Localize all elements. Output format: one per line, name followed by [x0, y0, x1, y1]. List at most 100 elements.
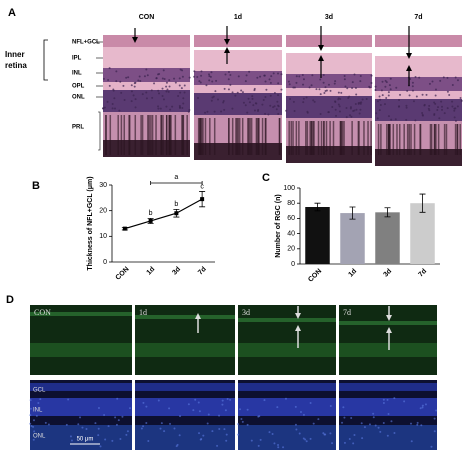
nucleus — [414, 76, 417, 79]
nucleus — [179, 91, 182, 94]
cell — [35, 414, 38, 417]
photoreceptor — [434, 124, 436, 155]
nucleus — [222, 101, 225, 104]
nucleus — [436, 109, 439, 112]
photoreceptor — [341, 121, 344, 155]
nucleus — [353, 73, 356, 76]
cell — [246, 408, 249, 411]
cell — [299, 411, 302, 414]
y-tick-label: 10 — [99, 233, 107, 240]
nucleus — [248, 101, 251, 104]
nucleus — [122, 84, 125, 87]
dapi-band — [30, 425, 132, 450]
cell — [117, 419, 120, 422]
photoreceptor — [168, 115, 170, 155]
photoreceptor — [389, 124, 391, 155]
bracket-label: a — [174, 174, 178, 181]
nucleus — [378, 109, 381, 112]
cell — [173, 427, 176, 430]
nucleus — [454, 76, 457, 79]
tissue-layer — [286, 74, 372, 88]
panel-label: D — [6, 294, 14, 306]
fluor-band — [30, 312, 132, 316]
cell — [126, 430, 129, 433]
nucleus — [130, 90, 133, 93]
prl-brace — [98, 111, 101, 151]
photoreceptor — [256, 118, 259, 155]
nucleus — [229, 74, 232, 77]
column-label: 3d — [325, 14, 333, 21]
nucleus — [251, 95, 254, 98]
dapi-band — [30, 398, 132, 416]
nucleus — [411, 85, 414, 88]
photoreceptor — [182, 115, 184, 155]
photoreceptor — [435, 124, 437, 155]
nucleus — [168, 85, 171, 88]
cell — [348, 438, 351, 441]
photoreceptor — [198, 118, 201, 155]
photoreceptor — [140, 115, 142, 155]
panel-label: C — [262, 172, 270, 184]
cell — [81, 426, 84, 429]
cell — [329, 432, 332, 435]
nucleus — [340, 91, 343, 94]
point — [122, 226, 127, 231]
error-bar — [419, 193, 426, 213]
nucleus — [256, 109, 259, 112]
tissue-layer — [103, 35, 190, 47]
cell — [341, 421, 344, 424]
nucleus — [208, 75, 211, 78]
fluor-band — [238, 343, 336, 357]
nucleus — [334, 100, 337, 103]
nucleus — [246, 111, 249, 114]
cell — [125, 433, 128, 436]
photoreceptor — [309, 121, 311, 155]
cell — [294, 423, 297, 426]
nucleus — [442, 76, 445, 79]
nucleus — [428, 104, 431, 107]
cell — [32, 419, 35, 422]
nucleus — [322, 81, 325, 84]
nucleus — [405, 104, 408, 107]
cell — [221, 403, 224, 406]
nucleus — [277, 104, 280, 107]
nucleus — [329, 89, 332, 92]
nucleus — [161, 94, 164, 97]
nucleus — [242, 101, 245, 104]
nucleus — [159, 107, 162, 110]
nucleus — [453, 109, 456, 112]
nucleus — [319, 112, 322, 115]
cell — [70, 439, 73, 442]
layer-label: ONL — [72, 95, 85, 101]
cell — [207, 413, 210, 416]
nucleus — [178, 84, 181, 87]
cell — [239, 408, 242, 411]
cell — [302, 413, 305, 416]
photoreceptor — [141, 115, 144, 155]
cell — [304, 438, 307, 441]
nucleus — [193, 75, 196, 78]
nucleus — [441, 108, 444, 111]
cell — [97, 407, 100, 410]
y-tick-label: 100 — [283, 185, 295, 192]
photoreceptor — [351, 121, 353, 155]
photoreceptor — [456, 124, 459, 155]
nucleus — [456, 79, 459, 82]
cell — [107, 425, 110, 428]
nucleus — [277, 82, 280, 85]
nucleus — [165, 105, 168, 108]
photoreceptor — [445, 124, 448, 155]
y-tick-label: 0 — [103, 259, 107, 266]
photoreceptor — [459, 124, 461, 155]
nucleus — [359, 108, 362, 111]
nucleus — [446, 90, 449, 93]
nucleus — [293, 86, 296, 89]
photoreceptor — [199, 118, 202, 155]
nucleus — [319, 93, 322, 96]
nucleus — [205, 84, 208, 87]
nucleus — [234, 94, 237, 97]
bar — [410, 203, 435, 264]
nucleus — [200, 74, 203, 77]
nucleus — [216, 98, 219, 101]
dapi-band — [339, 383, 437, 391]
